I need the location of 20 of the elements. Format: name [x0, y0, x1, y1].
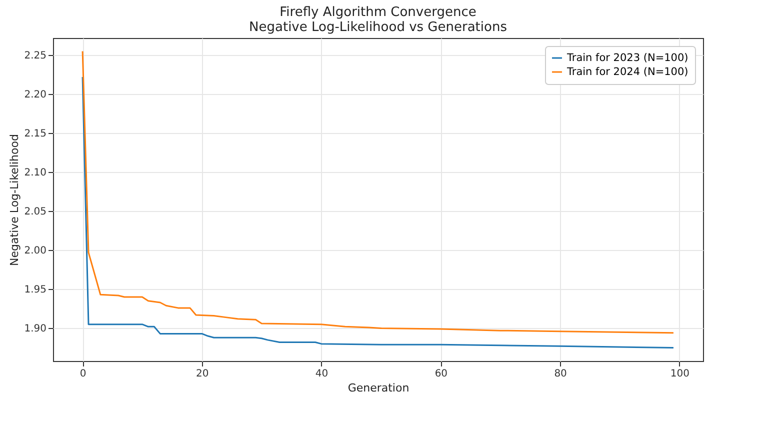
y-tick-label: 2.25: [24, 50, 46, 62]
y-tick-label: 2.10: [24, 168, 46, 179]
x-tick-label: 0: [80, 368, 86, 380]
x-tick-label: 60: [434, 368, 448, 380]
x-tick-label: 40: [315, 368, 328, 380]
y-tick-label: 2.15: [24, 128, 46, 140]
x-tick-label: 100: [670, 368, 690, 380]
y-tick-label: 2.05: [24, 206, 46, 218]
x-axis-title: Generation: [348, 382, 410, 394]
y-axis-title: Negative Log-Likelihood: [8, 134, 22, 266]
y-tick-label: 2.20: [24, 90, 46, 101]
y-tick-label: 1.95: [24, 284, 46, 296]
y-tick-label: 2.00: [24, 246, 46, 257]
y-tick-label: 1.90: [24, 324, 46, 335]
x-tick-label: 80: [554, 368, 567, 380]
legend-label: Train for 2023 (N=100): [566, 52, 688, 64]
chart-subtitle: Negative Log-Likelihood vs Generations: [249, 20, 508, 35]
legend-label: Train for 2024 (N=100): [566, 66, 688, 78]
chart-title: Firefly Algorithm Convergence: [280, 5, 476, 20]
x-tick-label: 20: [196, 368, 209, 380]
